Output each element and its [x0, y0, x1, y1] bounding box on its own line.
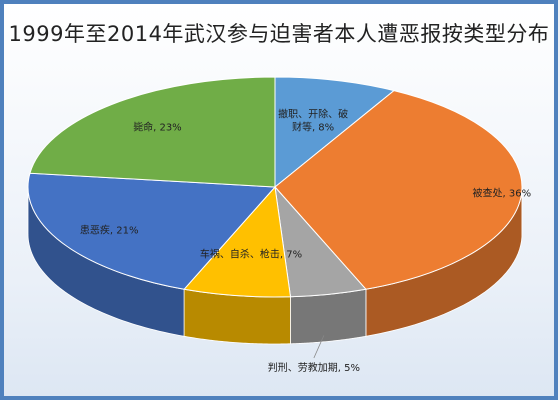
pie-slice-3: [183, 185, 292, 298]
slice-label-2-0: 判刑、劳教加期, 5%: [268, 361, 360, 374]
pie-slice-5: [29, 76, 276, 188]
slice-label-4-0: 患恶疾, 21%: [80, 224, 139, 237]
pie-side-walls: [27, 187, 523, 345]
pie-slice-4: [27, 172, 277, 290]
slice-label-0-1: 财等, 8%: [292, 120, 334, 133]
slice-label-3-0: 车祸、自杀、枪击, 7%: [200, 247, 302, 260]
leader-line: [313, 335, 325, 359]
pie-labels: 撤职、开除、破财等, 8% 被查处, 36% 判刑、劳教加期, 5% 车祸、自杀、枪击…: [80, 107, 531, 374]
slice-label-1-0: 被查处, 36%: [472, 186, 531, 199]
pie-slice-0: [274, 76, 396, 189]
pie-wall-2: [290, 288, 367, 345]
pie-slice-1: [274, 90, 523, 290]
chart-title: 1999年至2014年武汉参与迫害者本人遭恶报按类型分布: [8, 22, 550, 46]
slice-label-0-0: 撤职、开除、破: [278, 107, 348, 120]
slice-label-5-0: 毙命, 23%: [133, 121, 182, 134]
pie-top: [27, 76, 523, 298]
